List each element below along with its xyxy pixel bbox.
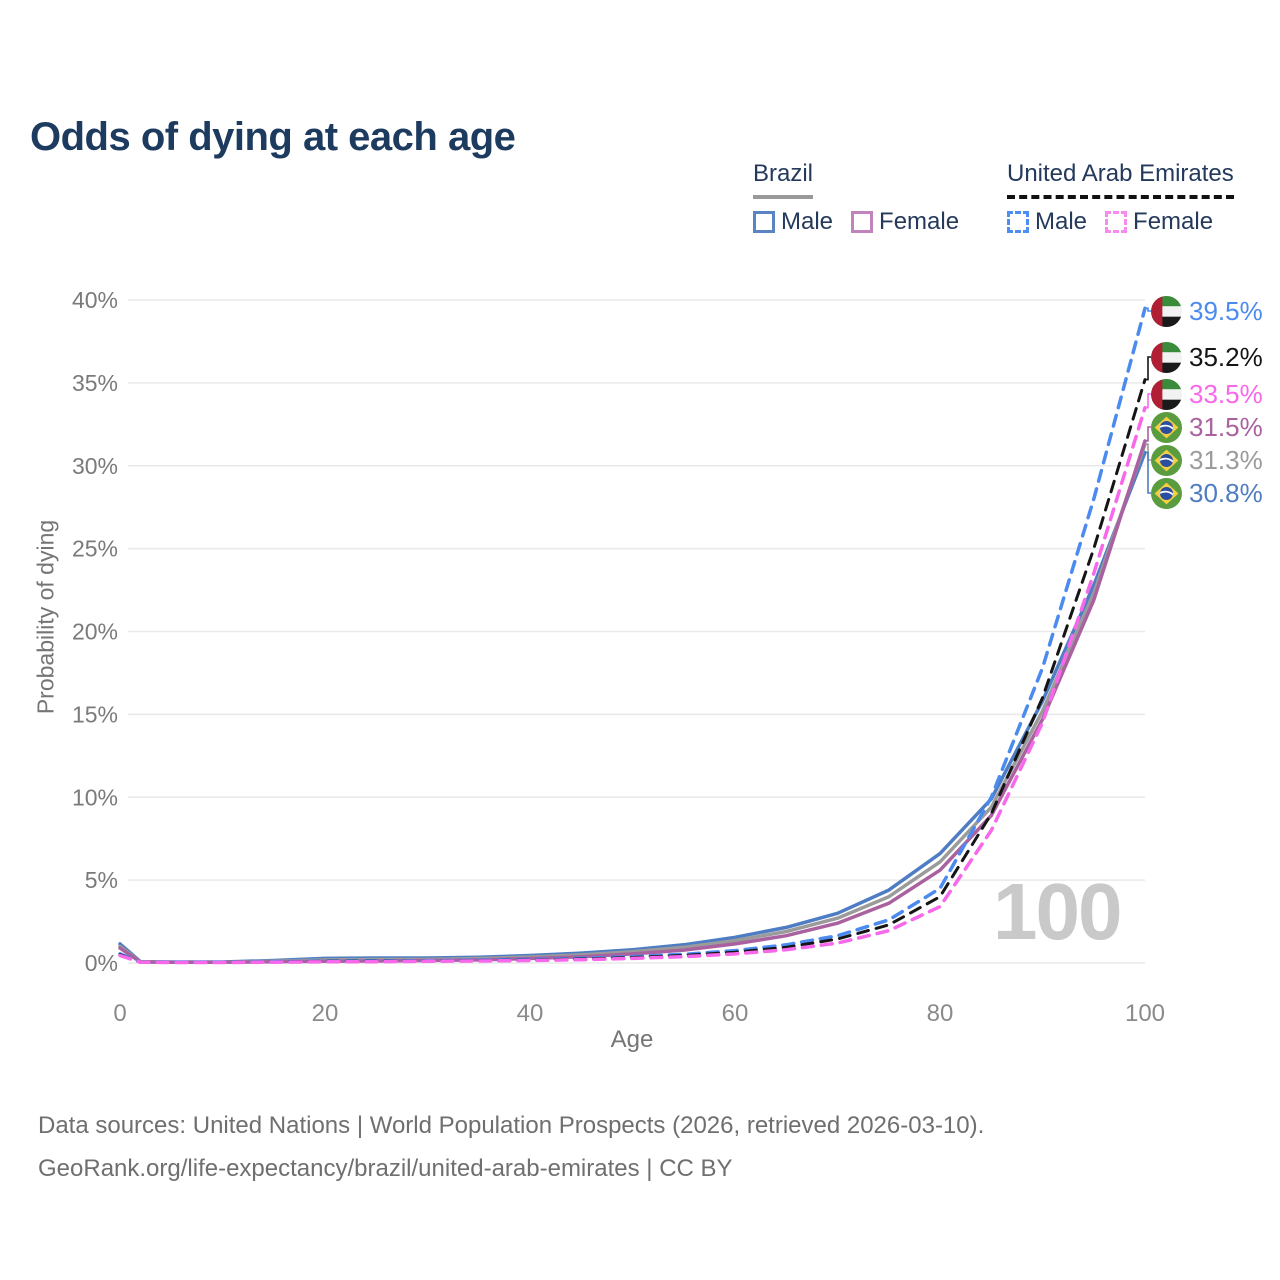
series-line-ae-female: [118, 405, 1147, 965]
end-label-value: 35.2%: [1189, 341, 1263, 372]
end-label-br-all: 31.3%: [1151, 444, 1263, 476]
series-line-br-all: [118, 442, 1147, 964]
end-label-connector-br-female: [1145, 426, 1151, 442]
end-label-value: 31.5%: [1189, 411, 1263, 442]
end-label-ae-male: 39.5%: [1151, 295, 1263, 327]
series-line-ae-all: [118, 378, 1147, 964]
flag-brazil-icon: [1151, 444, 1182, 476]
flag-brazil-icon: [1151, 411, 1182, 443]
legend-country-uae: United Arab Emirates: [1007, 160, 1234, 199]
legend-item-brazil-female[interactable]: Female: [851, 208, 959, 236]
legend-item-uae-male[interactable]: Male: [1007, 208, 1087, 236]
end-label-connector-ae-male: [1145, 307, 1151, 312]
y-tick-label-25: 25%: [72, 536, 118, 562]
flag-united-arab-emirates-icon: [1151, 341, 1182, 373]
x-tick-label-40: 40: [517, 1000, 544, 1027]
legend-label-uae-male: Male: [1035, 208, 1088, 235]
page-title: Odds of dying at each age: [30, 114, 516, 159]
end-label-value: 30.8%: [1189, 477, 1263, 508]
legend-item-uae-female[interactable]: Female: [1105, 208, 1213, 236]
flag-united-arab-emirates-icon: [1151, 378, 1182, 410]
footer-attribution: GeoRank.org/life-expectancy/brazil/unite…: [38, 1155, 733, 1182]
legend-item-brazil-male[interactable]: Male: [753, 208, 833, 236]
flag-brazil-icon: [1151, 477, 1182, 509]
end-label-br-male: 30.8%: [1151, 477, 1263, 509]
end-label-connector-br-male: [1145, 451, 1151, 494]
y-tick-label-0: 0%: [85, 950, 118, 976]
end-label-value: 39.5%: [1189, 295, 1263, 326]
age-watermark: 100: [993, 867, 1122, 956]
legend-group-brazil: Brazil Male Female: [753, 160, 959, 236]
footer: Data sources: United Nations | World Pop…: [38, 1104, 984, 1190]
x-axis-title: Age: [610, 1026, 654, 1053]
legend-swatch-uae-female-icon: [1105, 211, 1128, 233]
y-tick-label-30: 30%: [72, 453, 118, 479]
x-tick-label-0: 0: [113, 1000, 126, 1027]
series-line-br-male: [118, 450, 1147, 964]
flag-united-arab-emirates-icon: [1151, 295, 1182, 327]
legend-swatch-uae-male-icon: [1007, 211, 1029, 233]
legend-country-brazil: Brazil: [753, 160, 814, 199]
end-label-ae-female: 33.5%: [1151, 378, 1263, 410]
y-tick-label-40: 40%: [72, 287, 118, 313]
y-tick-label-5: 5%: [85, 867, 118, 893]
legend-label-uae-female: Female: [1133, 208, 1214, 235]
y-tick-label-10: 10%: [72, 784, 118, 810]
legend-items-uae: Male Female: [1007, 208, 1234, 236]
footer-data-sources: Data sources: United Nations | World Pop…: [38, 1112, 985, 1139]
x-tick-label-20: 20: [312, 1000, 339, 1027]
y-tick-label-20: 20%: [72, 619, 118, 645]
end-label-connector-ae-female: [1145, 393, 1151, 409]
x-tick-label-60: 60: [722, 1000, 749, 1027]
legend-label-brazil-male: Male: [781, 208, 834, 235]
x-tick-label-100: 100: [1125, 1000, 1165, 1027]
end-label-value: 31.3%: [1189, 444, 1263, 475]
end-label-ae-all: 35.2%: [1151, 341, 1263, 373]
y-tick-label-15: 15%: [72, 701, 118, 727]
end-label-br-female: 31.5%: [1151, 411, 1263, 443]
series-line-br-female: [118, 439, 1147, 965]
y-tick-label-35: 35%: [72, 370, 118, 396]
legend-swatch-brazil-male-icon: [753, 211, 775, 233]
legend-items-brazil: Male Female: [753, 208, 959, 236]
legend-group-uae: United Arab Emirates Male Female: [1007, 160, 1234, 236]
legend-label-brazil-female: Female: [879, 208, 960, 235]
x-tick-label-80: 80: [927, 1000, 954, 1027]
end-label-connector-ae-all: [1145, 356, 1151, 381]
legend-swatch-brazil-female-icon: [851, 211, 874, 233]
series-line-ae-male: [118, 306, 1147, 965]
end-label-value: 33.5%: [1189, 378, 1263, 409]
